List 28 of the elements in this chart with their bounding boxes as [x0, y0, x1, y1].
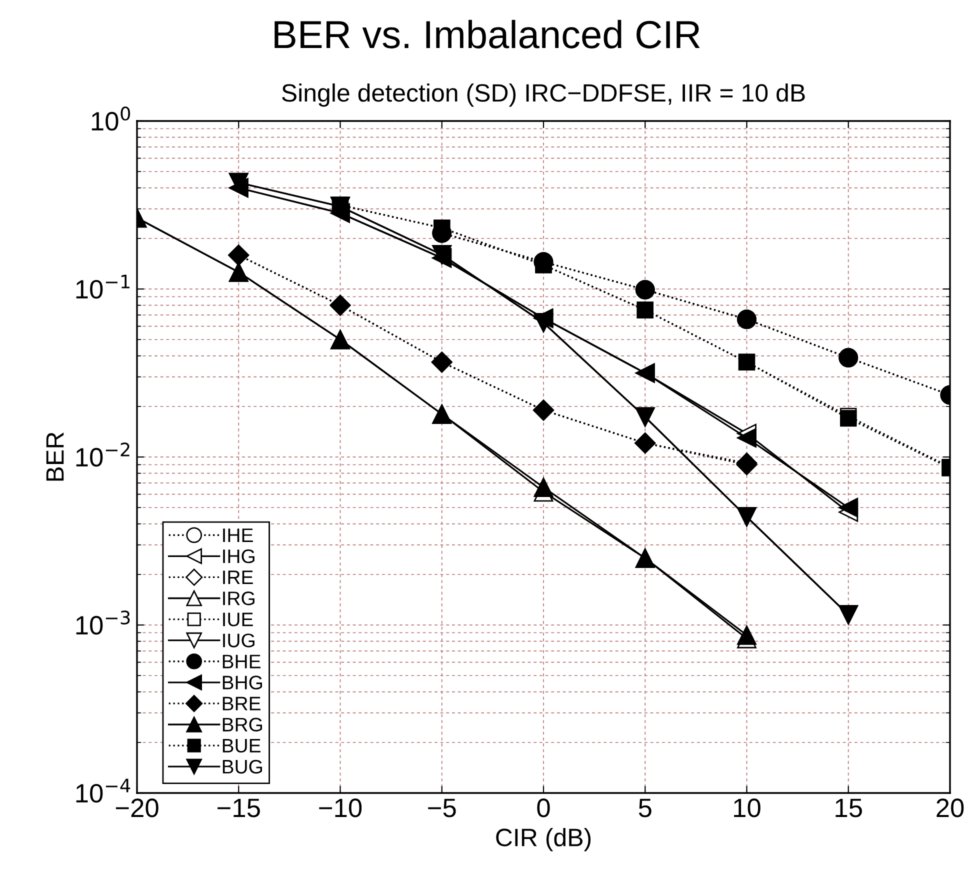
legend-label: IRG	[223, 591, 254, 606]
y-tick-label: 10$^{−2}$	[76, 442, 130, 467]
legend-label: BRE	[222, 696, 260, 710]
chart-title: BER vs. Imbalanced CIR	[274, 20, 700, 48]
y-tick-label: 10$^{−3}$	[76, 610, 130, 635]
y-axis-title: BER	[46, 432, 64, 481]
x-tick-label: 20	[936, 798, 964, 818]
legend-label: BRG	[222, 718, 262, 732]
legend-label: IUG	[223, 634, 254, 648]
y-tick-label: 10$^{0}$	[92, 106, 130, 131]
x-tick-label: 15	[836, 798, 862, 818]
legend-label: BHE	[222, 654, 260, 668]
legend-label: BUE	[222, 738, 260, 753]
x-tick-label: −15	[218, 798, 260, 818]
legend-label: IRE	[223, 570, 253, 584]
x-axis-title: CIR (dB)	[496, 828, 591, 852]
chart-subtitle: Single detection (SD) IRC−DDFSE, IIR = 10 dB	[282, 83, 805, 107]
x-tick-label: −10	[319, 798, 362, 818]
legend-label: BUG	[222, 760, 262, 774]
y-tick-label: 10$^{−1}$	[76, 274, 130, 299]
legend-label: BHG	[222, 676, 262, 690]
legend-label: IHE	[223, 528, 253, 542]
legend-label: IUE	[223, 612, 253, 626]
legend-label: IHG	[223, 549, 254, 564]
x-tick-label: 0	[537, 798, 550, 818]
x-tick-label: −5	[428, 798, 456, 818]
x-tick-label: 5	[638, 798, 652, 818]
x-tick-label: 10	[734, 798, 760, 818]
